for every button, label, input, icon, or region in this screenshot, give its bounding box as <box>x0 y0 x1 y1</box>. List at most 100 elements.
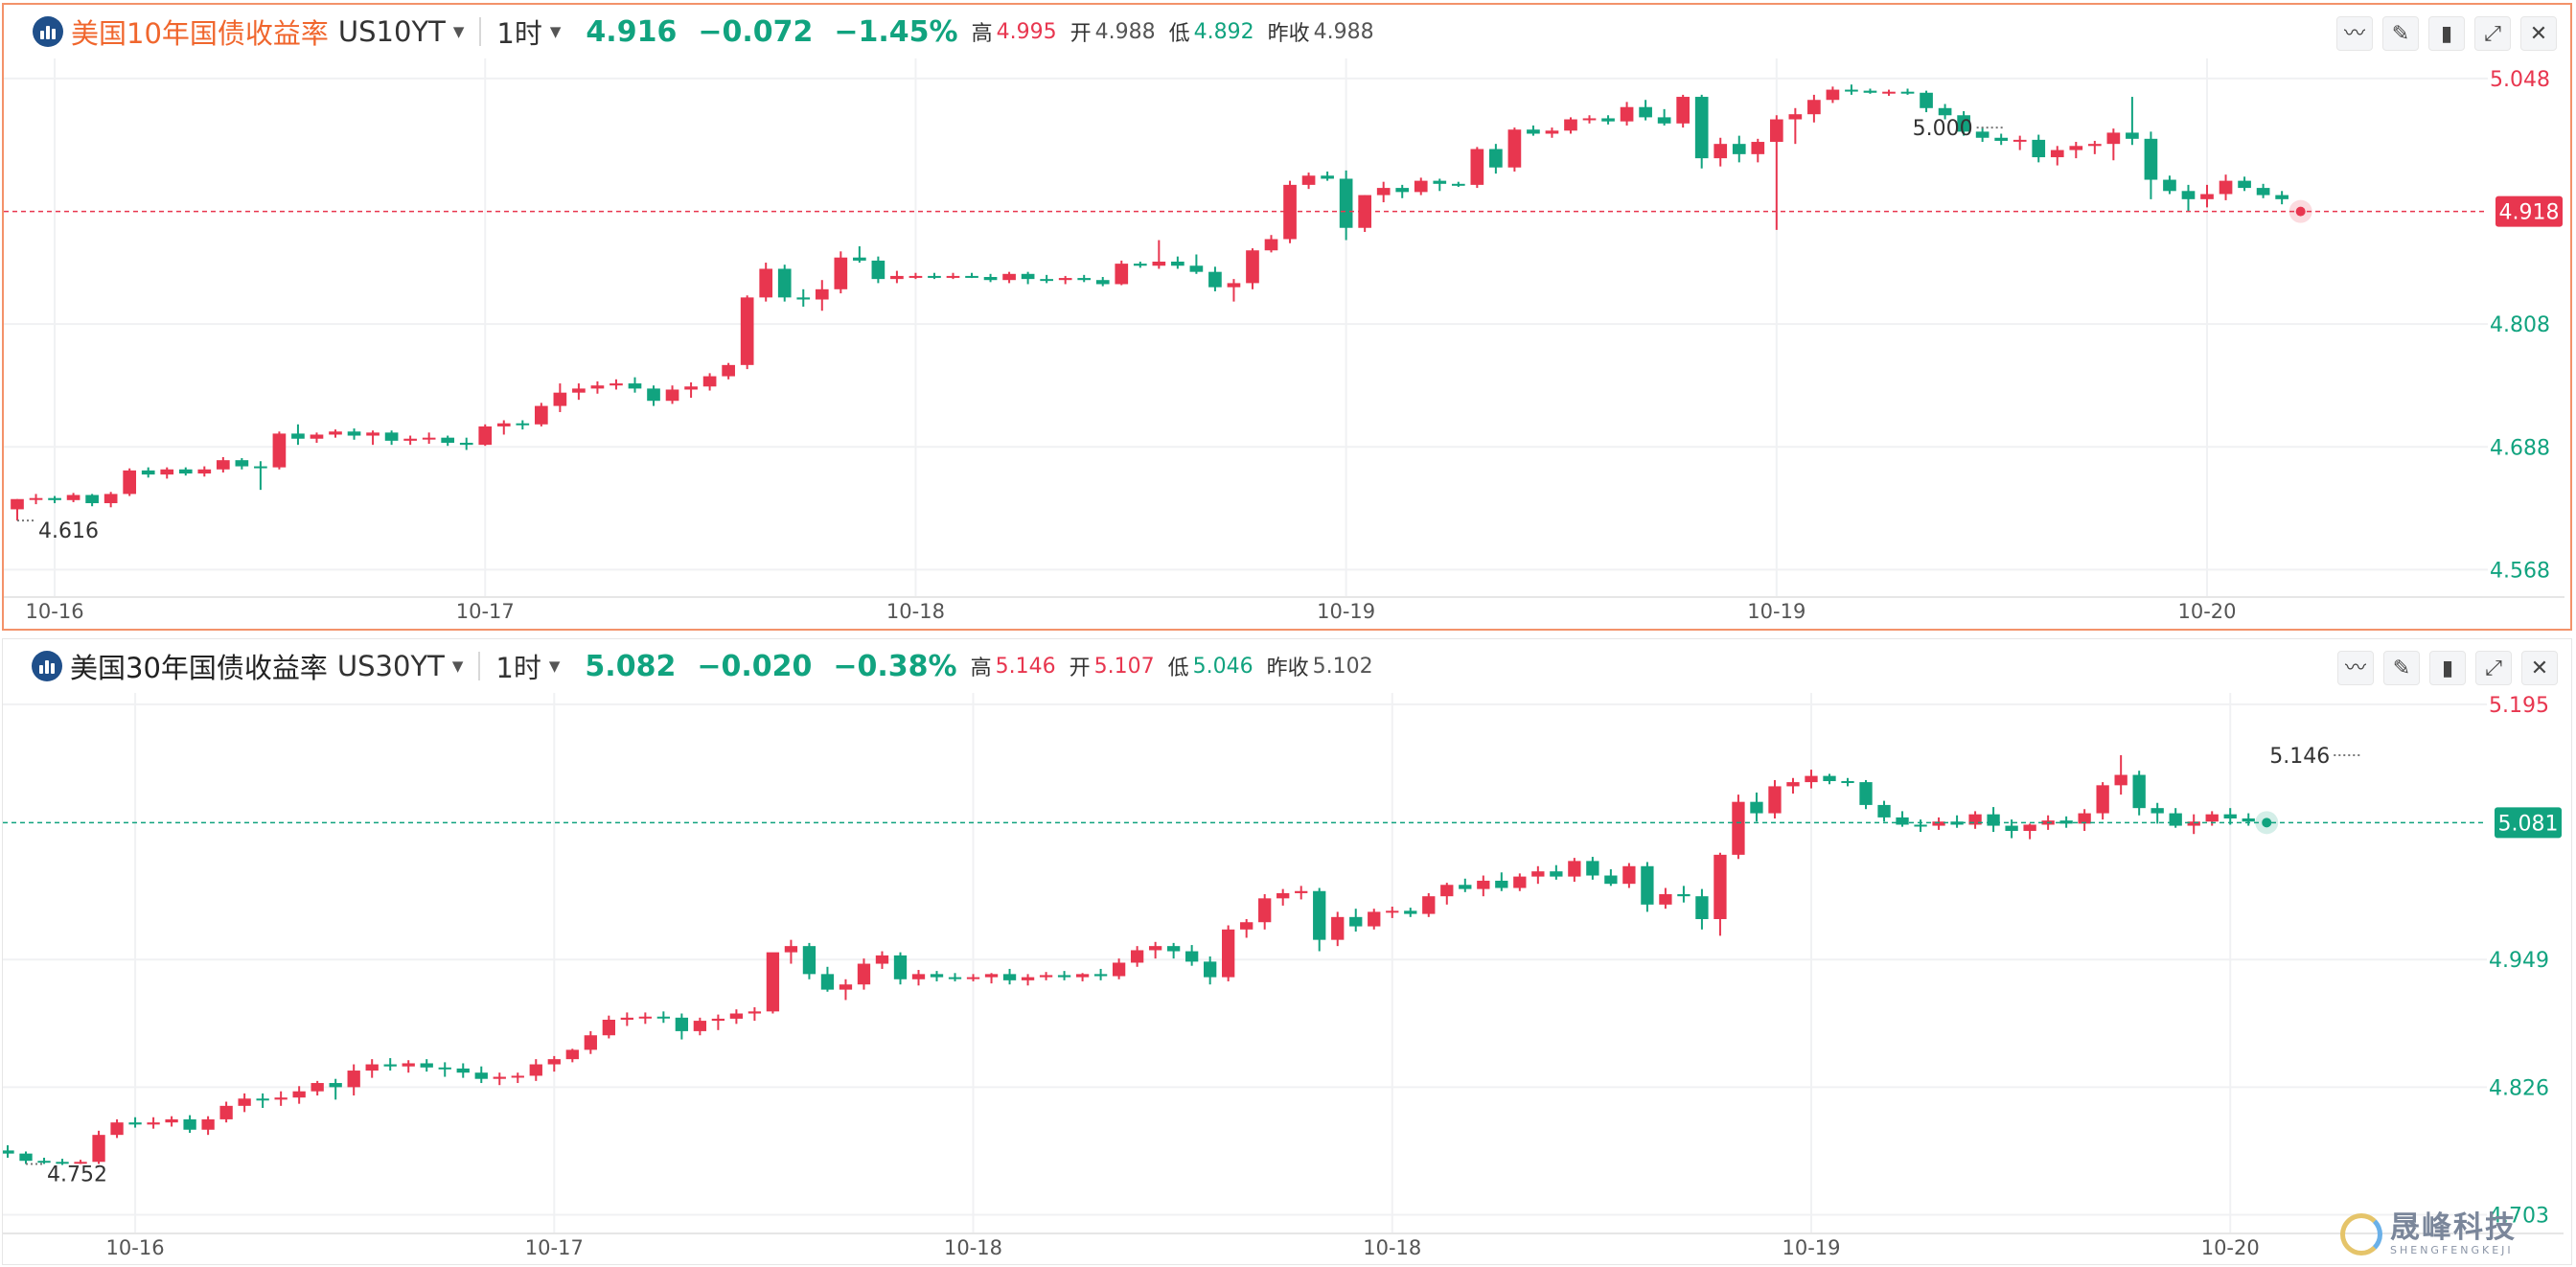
candle-body <box>638 1016 653 1019</box>
x-tick-label: 10-17 <box>456 600 515 623</box>
last-price-tag <box>2496 196 2563 227</box>
high-annotation: 5.146 <box>2269 745 2330 769</box>
candle-body <box>1115 264 1129 285</box>
candle-body <box>2012 139 2027 142</box>
candle-body <box>908 275 923 278</box>
candle-body <box>1433 180 1447 184</box>
candle-body <box>1994 137 2009 141</box>
period-dropdown-icon[interactable]: ▼ <box>548 657 561 675</box>
period-dropdown-icon[interactable]: ▼ <box>549 23 562 40</box>
candle-body <box>347 1071 360 1088</box>
candle-body <box>2032 139 2046 158</box>
instrument-symbol[interactable]: US10YT <box>337 15 446 48</box>
candle-body <box>2238 180 2251 189</box>
instrument-symbol[interactable]: US30YT <box>336 650 445 682</box>
candle-body <box>422 437 436 440</box>
candle-body <box>1477 880 1490 889</box>
instrument-name[interactable]: 美国30年国债收益率 <box>70 652 328 684</box>
candle-body <box>292 1091 306 1098</box>
candle-body <box>766 952 780 1012</box>
candle-body <box>602 1019 615 1036</box>
candle-body <box>871 260 886 280</box>
indicator-icon[interactable]: 〰 <box>2337 651 2374 685</box>
symbol-dropdown-icon[interactable]: ▼ <box>452 23 465 40</box>
chart-toolbar: 〰 ✎ ▮ ⤢ ✕ <box>2327 16 2557 51</box>
candle-body <box>1527 129 1540 134</box>
last-price-tag <box>2495 807 2562 839</box>
candle-body <box>1932 821 1945 826</box>
candle-body <box>1938 107 1952 116</box>
candle-body <box>1459 885 1472 889</box>
candle-body <box>329 1083 342 1088</box>
watermark-cn: 晟峰科技 <box>2390 1210 2517 1245</box>
candle-body <box>178 469 193 474</box>
close-icon[interactable]: ✕ <box>2521 651 2558 685</box>
candle-body <box>403 438 417 441</box>
candle-body <box>2219 180 2233 195</box>
candle-body <box>1422 896 1436 914</box>
current-price: 5.082 <box>585 649 677 683</box>
candle-body <box>291 433 305 439</box>
app-logo-icon <box>33 16 63 47</box>
candle-body <box>711 1018 725 1022</box>
expand-icon[interactable]: ⤢ <box>2475 651 2512 685</box>
candle-body <box>128 1122 142 1125</box>
candle-body <box>1714 854 1727 919</box>
period-selector[interactable]: 1时 <box>496 17 542 50</box>
candle-body <box>1057 975 1071 978</box>
candle-body <box>665 389 679 402</box>
candle-body <box>1564 119 1577 131</box>
candle-body <box>966 977 980 979</box>
x-tick-label: 10-20 <box>2177 600 2236 623</box>
candle-body <box>1968 814 1982 825</box>
draw-icon[interactable]: ✎ <box>2382 16 2419 51</box>
x-tick-label: 10-19 <box>1317 600 1375 623</box>
prev-close-value: 5.102 <box>1312 654 1373 679</box>
candle-body <box>238 1098 251 1106</box>
candle-body <box>141 470 155 475</box>
us10y-candlestick-chart[interactable]: 10-16 10-17 10-18 10-19 10-19 10-20 4.568 4.688… <box>4 5 2570 629</box>
indicator-icon[interactable]: 〰 <box>2336 16 2373 51</box>
open-value: 4.988 <box>1094 19 1156 44</box>
candle-body <box>1786 782 1800 787</box>
candle-body <box>1957 115 1970 132</box>
us10y-header: 美国10年国债收益率 US10YT ▼ 1时 ▼ 4.916 −0.072 −1… <box>4 5 2570 58</box>
candle-body <box>1657 117 1671 124</box>
x-tick-label: 10-19 <box>1782 1236 1840 1259</box>
candle-body <box>1358 195 1371 228</box>
candle-body <box>2242 818 2255 822</box>
candle-type-icon[interactable]: ▮ <box>2428 16 2465 51</box>
low-value: 4.892 <box>1193 19 1254 44</box>
candle-body <box>66 495 80 500</box>
period-selector[interactable]: 1时 <box>495 652 541 684</box>
candle-body <box>2005 825 2018 831</box>
draw-icon[interactable]: ✎ <box>2383 651 2420 685</box>
candle-body <box>722 364 735 377</box>
candle-type-icon[interactable]: ▮ <box>2429 651 2466 685</box>
symbol-dropdown-icon[interactable]: ▼ <box>451 657 464 675</box>
candle-body <box>1582 118 1597 121</box>
candle-body <box>1639 106 1652 118</box>
candle-body <box>529 1064 542 1076</box>
candle-body <box>547 1059 561 1065</box>
expand-icon[interactable]: ⤢ <box>2474 16 2511 51</box>
candle-body <box>1568 861 1581 877</box>
candle-body <box>675 1017 689 1031</box>
close-icon[interactable]: ✕ <box>2520 16 2557 51</box>
high-label: 高 <box>971 22 993 46</box>
candle-body <box>875 955 889 964</box>
candle-body <box>1877 804 1891 818</box>
us30y-candlestick-chart[interactable]: 10-16 10-17 10-18 10-18 10-19 10-20 4.703 4.826… <box>3 639 2571 1264</box>
candle-body <box>834 257 848 289</box>
candle-body <box>911 974 926 979</box>
candle-body <box>748 1011 762 1014</box>
candle-body <box>256 1098 269 1101</box>
candle-body <box>1440 885 1454 897</box>
candle-body <box>535 405 548 425</box>
candle-body <box>965 275 978 278</box>
candle-body <box>216 460 230 470</box>
candle-body <box>759 268 773 298</box>
x-tick-label: 10-16 <box>26 600 84 623</box>
price-change: −0.020 <box>697 649 813 683</box>
instrument-name[interactable]: 美国10年国债收益率 <box>71 17 329 50</box>
